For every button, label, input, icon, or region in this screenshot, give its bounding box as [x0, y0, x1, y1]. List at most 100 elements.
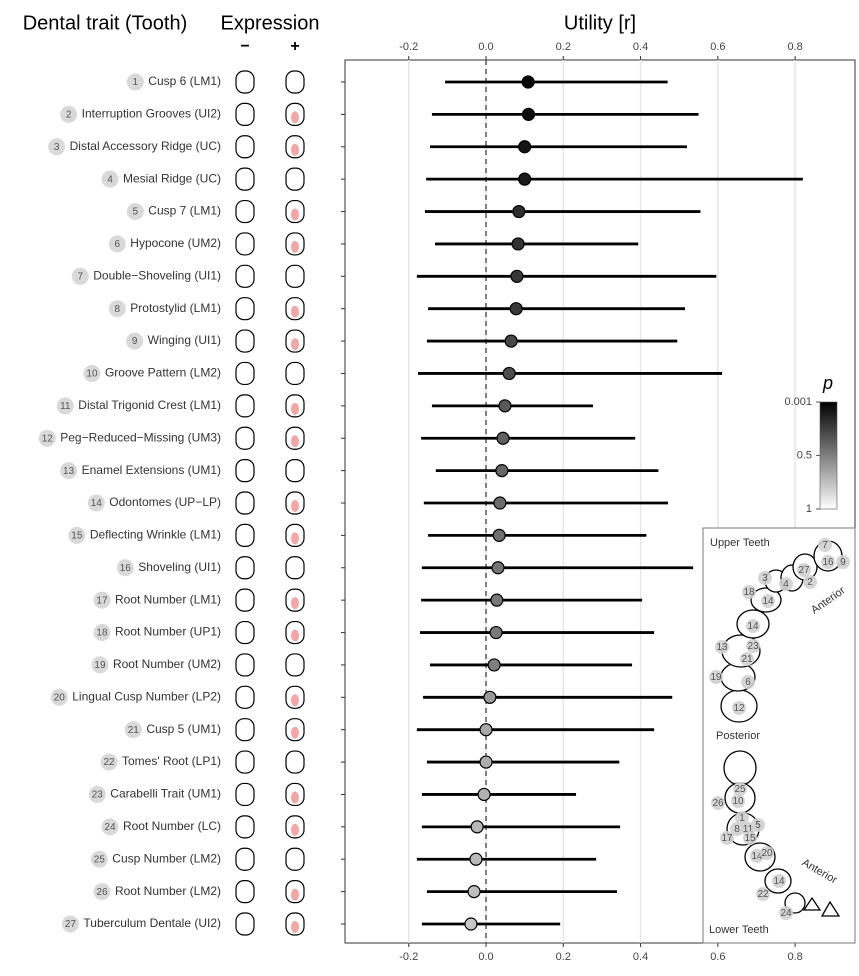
x-tick-label-bottom: 0.6 — [710, 951, 725, 963]
colorbar-tick-label: 1 — [806, 503, 812, 515]
estimate-point — [519, 173, 531, 185]
inset-number: 2 — [807, 577, 813, 588]
trait-number: 12 — [42, 433, 54, 444]
trait-label: Lingual Cusp Number (LP2) — [72, 689, 221, 703]
inset-number: 15 — [744, 833, 756, 844]
tooth-icon-minus — [236, 492, 254, 514]
chart-title: Utility [r] — [564, 12, 636, 34]
x-tick-label-bottom: 0.4 — [633, 951, 648, 963]
trait-label: Root Number (UM2) — [113, 657, 221, 671]
trait-label: Tuberculum Dentale (UI2) — [83, 916, 221, 930]
trait-number: 4 — [107, 174, 113, 185]
inset-number: 14 — [773, 876, 785, 887]
tooth-icon-plus — [286, 362, 304, 384]
inset-number: 8 — [734, 824, 740, 835]
inset-number: 1 — [739, 813, 745, 824]
tooth-icon-minus — [236, 427, 254, 449]
chart: Dental trait (Tooth) Expression − + Util… — [0, 0, 859, 971]
trait-highlight — [291, 532, 299, 544]
trait-highlight — [291, 144, 299, 156]
x-tick-label-top: 0.6 — [710, 41, 725, 53]
trait-highlight — [291, 921, 299, 933]
estimate-point — [512, 238, 524, 250]
inset-number: 13 — [716, 642, 728, 653]
trait-label: Root Number (LC) — [123, 819, 221, 833]
trait-number: 9 — [132, 336, 138, 347]
trait-label: Root Number (LM1) — [115, 592, 221, 606]
trait-number: 7 — [77, 271, 83, 282]
trait-label: Root Number (LM2) — [115, 884, 221, 898]
estimate-point — [496, 465, 508, 477]
trait-label: Root Number (UP1) — [115, 625, 221, 639]
estimate-point — [471, 821, 483, 833]
trait-label: Carabelli Trait (UM1) — [110, 787, 221, 801]
trait-number: 17 — [96, 595, 108, 606]
trait-highlight — [291, 403, 299, 415]
estimate-point — [510, 303, 522, 315]
inset-number: 17 — [721, 833, 733, 844]
tooth-icon-minus — [236, 816, 254, 838]
estimate-point — [470, 853, 482, 865]
estimate-point — [492, 562, 504, 574]
trait-highlight — [291, 824, 299, 836]
tooth-icon-plus — [286, 557, 304, 579]
tooth-icon-plus — [286, 460, 304, 482]
tooth-icon-plus — [286, 265, 304, 287]
inset-middle: Posterior — [716, 730, 760, 742]
inset-number: 26 — [712, 798, 724, 809]
tooth-icon-minus — [236, 168, 254, 190]
tooth-icon-minus — [236, 233, 254, 255]
trait-label: Cusp 6 (LM1) — [148, 74, 221, 88]
tooth-icon-minus — [236, 881, 254, 903]
inset-number: 5 — [755, 820, 761, 831]
estimate-point — [511, 270, 523, 282]
tooth-icon-plus — [286, 71, 304, 93]
estimate-point — [522, 76, 534, 88]
trait-label: Mesial Ridge (UC) — [123, 171, 221, 185]
trait-label: Distal Trigonid Crest (LM1) — [78, 398, 221, 412]
trait-label: Shoveling (UI1) — [138, 560, 221, 574]
estimate-point — [480, 724, 492, 736]
trait-number: 6 — [115, 239, 121, 250]
trait-number: 26 — [96, 887, 108, 898]
estimate-point — [488, 659, 500, 671]
estimate-point — [513, 206, 525, 218]
trait-highlight — [291, 338, 299, 350]
inset-number: 27 — [798, 565, 810, 576]
tooth-icon-minus — [236, 783, 254, 805]
trait-number: 2 — [66, 110, 72, 121]
tooth-icon-minus — [236, 524, 254, 546]
expression-minus: − — [240, 38, 249, 55]
trait-number: 22 — [103, 757, 115, 768]
inset-lower-title: Lower Teeth — [709, 924, 769, 936]
colorbar-tick-label: 0.5 — [797, 449, 812, 461]
trait-number: 21 — [128, 725, 140, 736]
tooth-icon-minus — [236, 298, 254, 320]
trait-highlight — [291, 630, 299, 642]
trait-highlight — [291, 597, 299, 609]
trait-number: 3 — [54, 142, 60, 153]
expression-header: Expression — [221, 12, 320, 34]
tooth-icon-minus — [236, 265, 254, 287]
estimate-point — [505, 335, 517, 347]
inset-number: 4 — [783, 579, 789, 590]
tooth-icon-plus — [286, 751, 304, 773]
trait-highlight — [291, 111, 299, 123]
estimate-point — [503, 367, 515, 379]
tooth-icon-minus — [236, 103, 254, 125]
estimate-point — [478, 788, 490, 800]
tooth-icon-minus — [236, 686, 254, 708]
tooth-icon-minus — [236, 71, 254, 93]
tooth-icon-minus — [236, 362, 254, 384]
inset-number: 22 — [757, 889, 769, 900]
trait-label: Cusp Number (LM2) — [112, 851, 221, 865]
trait-label: Deflecting Wrinkle (LM1) — [90, 528, 221, 542]
estimate-point — [523, 108, 535, 120]
x-tick-label-bottom: 0.2 — [556, 951, 571, 963]
trait-number: 10 — [86, 369, 98, 380]
x-tick-label-top: 0.8 — [787, 41, 802, 53]
inset-number: 14 — [762, 596, 774, 607]
estimate-point — [499, 400, 511, 412]
trait-number: 13 — [63, 466, 75, 477]
tooth-icon-minus — [236, 201, 254, 223]
